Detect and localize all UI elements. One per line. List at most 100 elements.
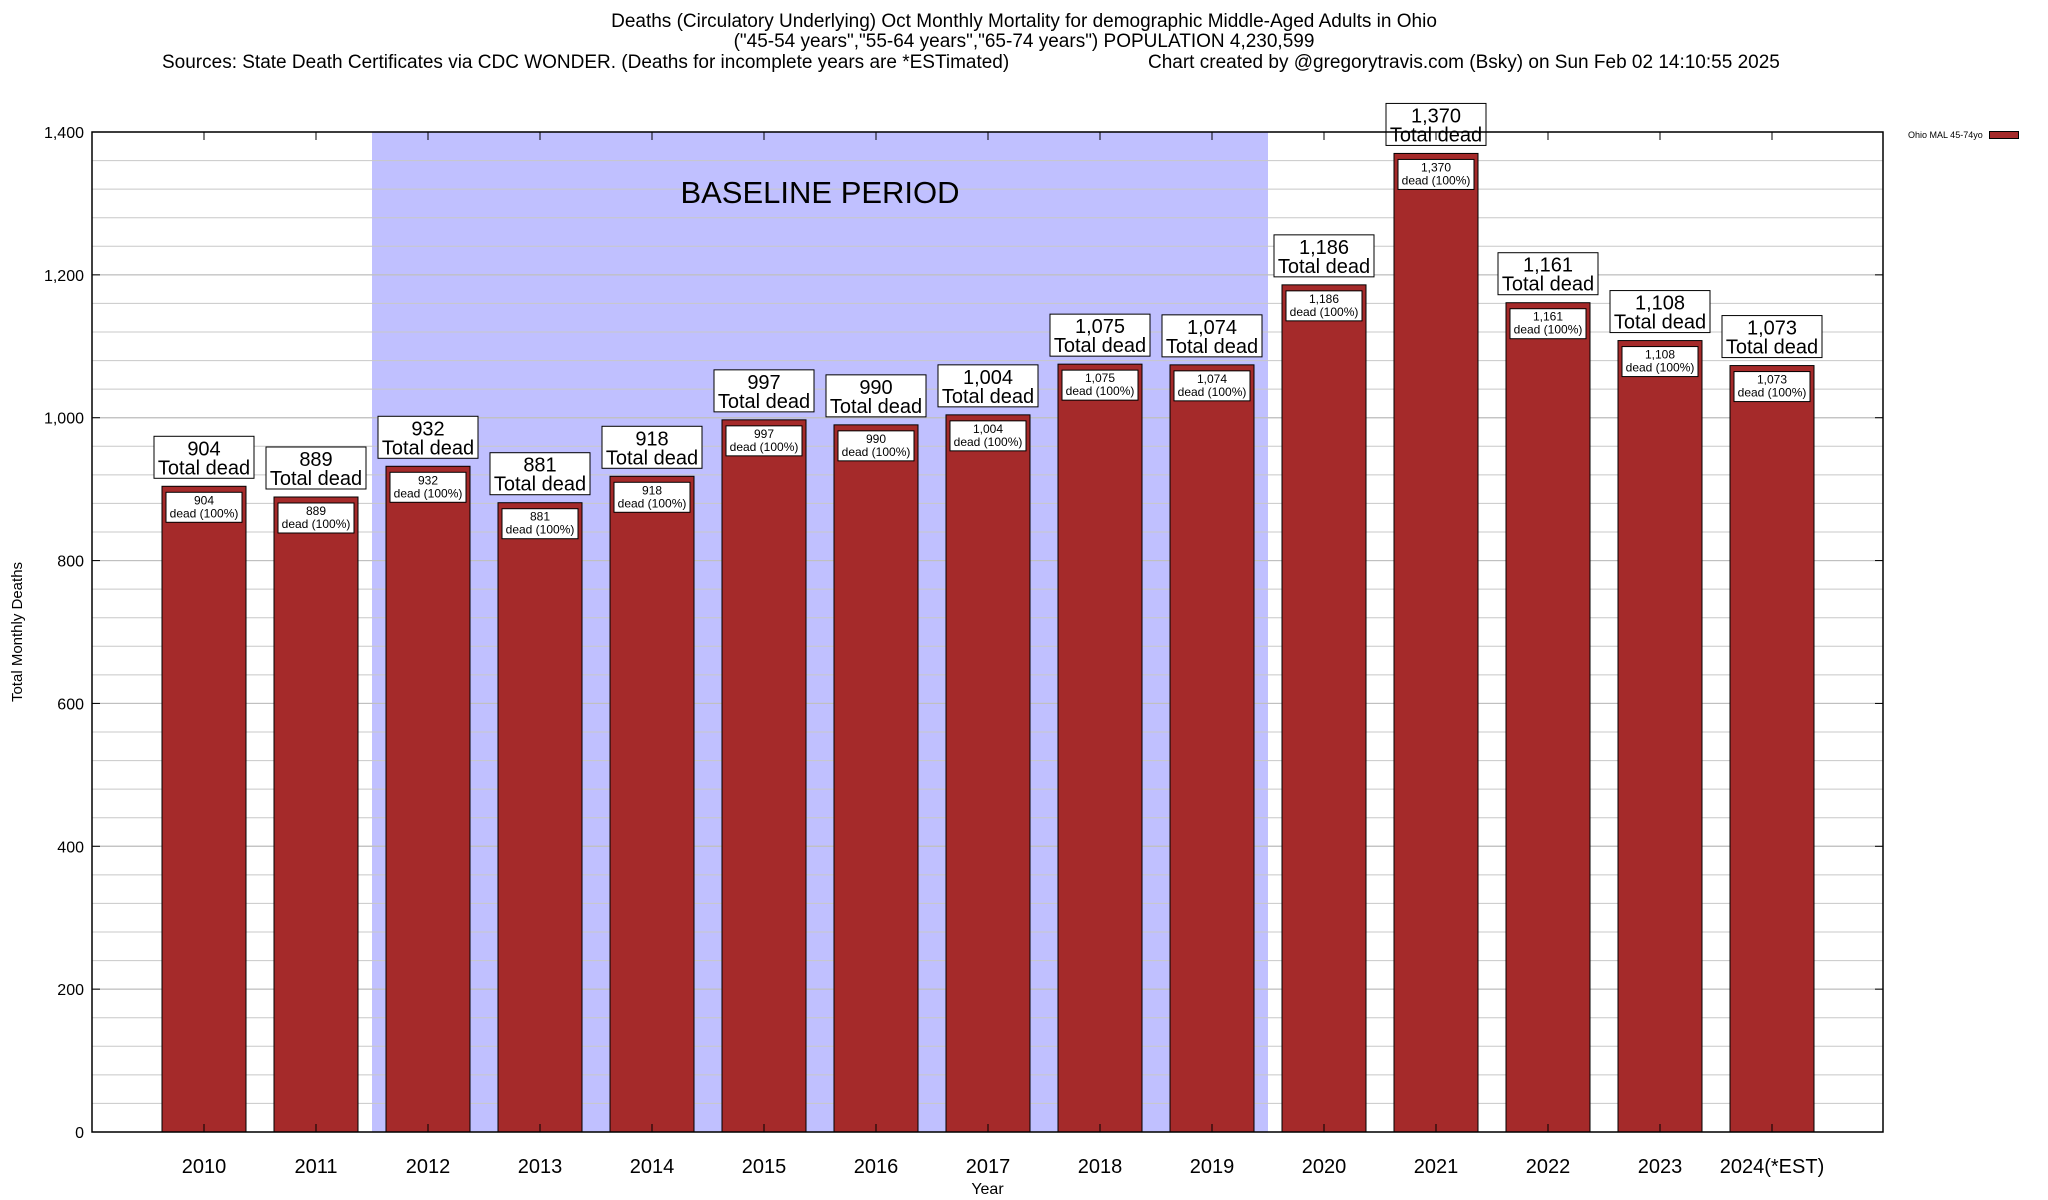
y-tick-label: 200: [57, 982, 84, 999]
bar-inner-value-label: 1,075: [1085, 371, 1115, 385]
bar-inner-label-box: [1397, 158, 1475, 190]
x-tick-label: 2021: [1414, 1156, 1459, 1178]
baseline-period-label: BASELINE PERIOD: [680, 175, 959, 210]
bar-total-label-box: [1049, 313, 1151, 357]
bar-inner-percent-label: dead (100%): [1514, 323, 1583, 337]
bar-total-label-box: [489, 452, 591, 496]
bar-inner-value-label: 881: [530, 510, 550, 524]
bar: [1393, 152, 1479, 1133]
bar: [1057, 363, 1143, 1133]
bar-inner-percent-label: dead (100%): [1066, 384, 1135, 398]
x-tick-label: 2023: [1638, 1156, 1683, 1178]
y-tick-label: 800: [57, 554, 84, 571]
bar-total-value-label: 881: [523, 455, 556, 477]
bar: [1617, 340, 1703, 1133]
bar: [385, 465, 471, 1133]
bar-total-value-label: 1,108: [1635, 293, 1685, 315]
bar-inner-label-box: [165, 491, 243, 523]
bar-inner-label-box: [725, 425, 803, 457]
chart-sources: Sources: State Death Certificates via CD…: [162, 52, 1010, 73]
y-axis-label: Total Monthly Deaths: [9, 562, 26, 702]
y-tick-label: 0: [75, 1125, 84, 1142]
bar-total-value-label: 918: [635, 428, 668, 450]
legend-label: Ohio MAL 45-74yo: [1908, 130, 1983, 140]
bar-inner-value-label: 1,004: [973, 422, 1003, 436]
bar-inner-label-box: [1285, 290, 1363, 322]
bar-total-label-box: [825, 374, 927, 418]
bar-total-value-label: 990: [859, 377, 892, 399]
bar-total-label-box: [1609, 290, 1711, 334]
y-tick-label: 400: [57, 839, 84, 856]
x-tick-label: 2010: [182, 1156, 227, 1178]
bar-inner-label-box: [837, 430, 915, 462]
bar-total-suffix-label: Total dead: [1502, 274, 1594, 296]
x-tick-label: 2012: [406, 1156, 451, 1178]
bar: [273, 496, 359, 1133]
bar-inner-percent-label: dead (100%): [506, 523, 575, 537]
bar-inner-label-box: [389, 471, 467, 503]
bar-inner-label-box: [1173, 370, 1251, 402]
x-tick-label: 2016: [854, 1156, 899, 1178]
legend-swatch: [1988, 131, 2019, 139]
bar-total-suffix-label: Total dead: [1054, 335, 1146, 357]
bar-inner-value-label: 1,074: [1197, 372, 1227, 386]
bar-inner-percent-label: dead (100%): [394, 486, 463, 500]
x-tick-label: 2017: [966, 1156, 1011, 1178]
bar-inner-percent-label: dead (100%): [282, 517, 351, 531]
bar-total-label-box: [713, 369, 815, 413]
bar-inner-percent-label: dead (100%): [618, 496, 687, 510]
bar-inner-percent-label: dead (100%): [954, 435, 1023, 449]
bar: [161, 485, 247, 1133]
bar-inner-percent-label: dead (100%): [170, 506, 239, 520]
bar: [497, 502, 583, 1133]
bar: [1281, 284, 1367, 1133]
x-tick-label: 2024(*EST): [1720, 1156, 1825, 1178]
x-axis-label: Year: [971, 1181, 1004, 1198]
bar-total-value-label: 904: [187, 438, 220, 460]
x-tick-label: 2015: [742, 1156, 787, 1178]
bar: [1169, 364, 1255, 1133]
bar-total-suffix-label: Total dead: [1166, 336, 1258, 358]
bar-total-suffix-label: Total dead: [270, 468, 362, 490]
plot-frame: [91, 131, 1884, 1133]
bar-total-label-box: [265, 446, 367, 490]
bar: [609, 475, 695, 1133]
x-tick-label: 2022: [1526, 1156, 1571, 1178]
bar-inner-value-label: 1,186: [1309, 292, 1339, 306]
bar-inner-value-label: 1,073: [1757, 373, 1787, 387]
bar-inner-label-box: [1621, 346, 1699, 378]
bar-inner-value-label: 932: [418, 473, 438, 487]
bar-inner-value-label: 904: [194, 493, 214, 507]
bar-total-suffix-label: Total dead: [942, 386, 1034, 408]
bar: [833, 424, 919, 1133]
bar-total-value-label: 1,075: [1075, 316, 1125, 338]
bar-inner-percent-label: dead (100%): [1290, 305, 1359, 319]
bar-total-label-box: [937, 364, 1039, 408]
bar-total-suffix-label: Total dead: [494, 474, 586, 496]
bar-inner-percent-label: dead (100%): [1402, 173, 1471, 187]
bar: [1729, 365, 1815, 1133]
bar-total-value-label: 1,074: [1187, 317, 1237, 339]
chart-title-block: Deaths (Circulatory Underlying) Oct Mont…: [0, 12, 2048, 52]
chart-credit: Chart created by @gregorytravis.com (Bsk…: [1148, 52, 1780, 73]
y-tick-label: 1,000: [44, 411, 84, 428]
bar-inner-value-label: 889: [306, 504, 326, 518]
bar-total-value-label: 1,186: [1299, 237, 1349, 259]
bar-inner-percent-label: dead (100%): [730, 440, 799, 454]
bar-inner-percent-label: dead (100%): [842, 445, 911, 459]
bar-total-label-box: [1161, 314, 1263, 358]
bar: [1505, 302, 1591, 1133]
chart-title: Deaths (Circulatory Underlying) Oct Mont…: [611, 11, 1437, 32]
bar-total-suffix-label: Total dead: [1614, 312, 1706, 334]
bar-total-suffix-label: Total dead: [1726, 337, 1818, 359]
bar-total-value-label: 1,161: [1523, 255, 1573, 277]
bar: [945, 414, 1031, 1133]
bar-total-value-label: 1,073: [1747, 318, 1797, 340]
bar-total-label-box: [377, 415, 479, 459]
bar-total-value-label: 889: [299, 449, 332, 471]
bar-inner-value-label: 1,370: [1421, 160, 1451, 174]
bar-total-value-label: 1,004: [963, 367, 1013, 389]
x-tick-label: 2018: [1078, 1156, 1123, 1178]
bar-inner-label-box: [1509, 308, 1587, 340]
